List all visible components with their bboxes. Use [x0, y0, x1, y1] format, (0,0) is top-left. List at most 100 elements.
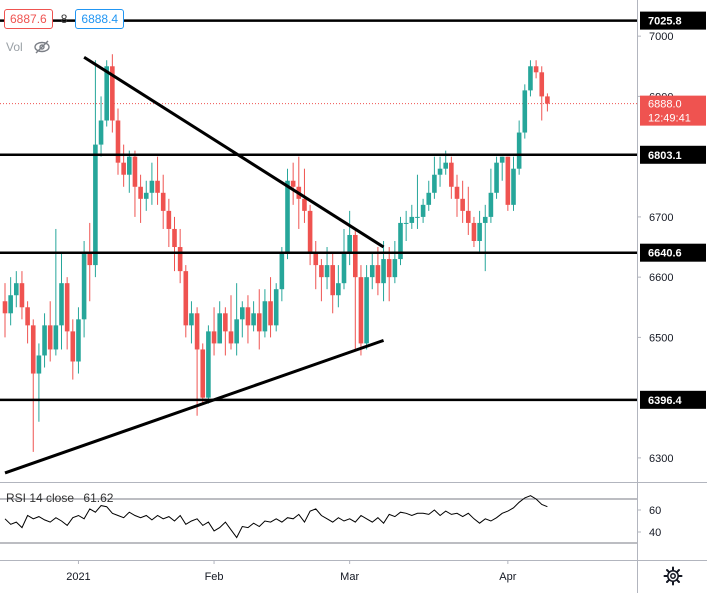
level-label: 6803.1 — [648, 150, 682, 162]
candle-body — [104, 66, 109, 121]
candle-body — [528, 66, 533, 91]
date-label: 2021 — [66, 571, 90, 583]
candle-body — [98, 120, 104, 145]
level-label: 7025.8 — [648, 16, 682, 28]
candle-body — [545, 96, 550, 104]
candle-body — [358, 277, 364, 344]
candle-body — [14, 283, 19, 296]
candle-body — [403, 222, 409, 224]
rsi-tick-label: 40 — [649, 527, 661, 539]
candle-body — [206, 331, 211, 398]
date-label: Mar — [340, 571, 359, 583]
eye-off-icon[interactable] — [33, 40, 51, 54]
candle-body — [449, 162, 454, 187]
level-label-box — [640, 243, 706, 262]
candle-body — [369, 265, 375, 278]
rsi-line — [4, 495, 548, 539]
candle-body — [25, 307, 30, 326]
level-label: 6640.6 — [648, 248, 682, 260]
candle-body — [70, 331, 76, 362]
candle-body — [110, 66, 115, 121]
candle-body — [415, 216, 420, 218]
quote-header: 6887.6 8 6888.4 — [4, 8, 125, 30]
rsi-legend: RSI 14 close 61.62 — [6, 491, 113, 505]
candle-body — [64, 283, 70, 332]
candle-body — [324, 265, 330, 278]
candle-body — [330, 265, 335, 296]
candle-body — [381, 259, 386, 284]
gear-icon[interactable] — [663, 566, 683, 586]
rsi-label: RSI 14 close — [6, 491, 75, 505]
candle-body — [2, 301, 8, 314]
candle-body — [268, 301, 273, 326]
candle-body — [183, 271, 189, 326]
candle-body — [59, 283, 64, 326]
candle-body — [160, 192, 166, 211]
level-label: 6396.4 — [648, 395, 683, 407]
candle-body — [336, 283, 341, 296]
level-label-box — [640, 145, 706, 164]
price-tick-label: 6500 — [649, 332, 673, 344]
level-label-box — [640, 390, 706, 409]
candle-body — [313, 253, 319, 266]
candle-body — [341, 253, 347, 284]
level-label-box — [640, 11, 706, 30]
candle-body — [477, 222, 482, 241]
candle-body — [149, 180, 155, 193]
candle-body — [217, 313, 222, 344]
candle-body — [234, 319, 239, 344]
candle-body — [223, 313, 228, 332]
price-tick-label: 6700 — [649, 212, 673, 224]
countdown-label: 12:49:41 — [648, 113, 691, 125]
current-price-label: 6888.0 — [648, 99, 682, 111]
candle-body — [364, 277, 369, 344]
candle-body — [494, 162, 499, 193]
candle-body — [290, 180, 296, 187]
candle-body — [8, 295, 13, 314]
candle-body — [42, 325, 47, 356]
candle-body — [499, 156, 505, 163]
ask-price-box[interactable]: 6888.4 — [75, 9, 125, 29]
candle-body — [392, 259, 398, 278]
candle-body — [138, 186, 143, 199]
candle-body — [307, 210, 313, 254]
candle-body — [426, 192, 432, 205]
candle-body — [302, 198, 307, 211]
candle-body — [143, 192, 149, 199]
candle-body — [516, 132, 522, 169]
candle-body — [127, 156, 132, 175]
candle-body — [533, 66, 539, 73]
bid-price-box[interactable]: 6887.6 — [4, 9, 53, 29]
candle-body — [211, 331, 217, 344]
price-tick-label: 7000 — [649, 31, 673, 43]
candle-body — [47, 325, 53, 350]
candle-body — [53, 325, 59, 350]
candle-body — [19, 283, 25, 308]
candle-body — [432, 174, 437, 193]
date-label: Feb — [205, 571, 224, 583]
trendline — [83, 55, 385, 249]
candle-body — [177, 247, 183, 272]
candle-body — [172, 228, 177, 248]
volume-label: Vol — [6, 40, 23, 54]
rsi-value: 61.62 — [83, 491, 114, 505]
candle-body — [505, 156, 511, 205]
price-tick-label: 6600 — [649, 272, 673, 284]
candle-body — [166, 210, 172, 229]
candle-body — [420, 204, 426, 217]
candle-body — [353, 234, 358, 278]
candle-body — [115, 120, 121, 163]
candle-body — [285, 180, 290, 254]
candle-body — [93, 144, 98, 266]
volume-legend: Vol — [6, 40, 51, 54]
candle-body — [87, 253, 93, 266]
candle-body — [454, 186, 460, 199]
candle-body — [539, 72, 545, 97]
candle-body — [36, 355, 42, 374]
rsi-tick-label: 60 — [649, 505, 661, 517]
candle-body — [471, 222, 477, 241]
candle-body — [347, 234, 352, 254]
candle-body — [155, 180, 160, 193]
candle-body — [194, 313, 200, 350]
